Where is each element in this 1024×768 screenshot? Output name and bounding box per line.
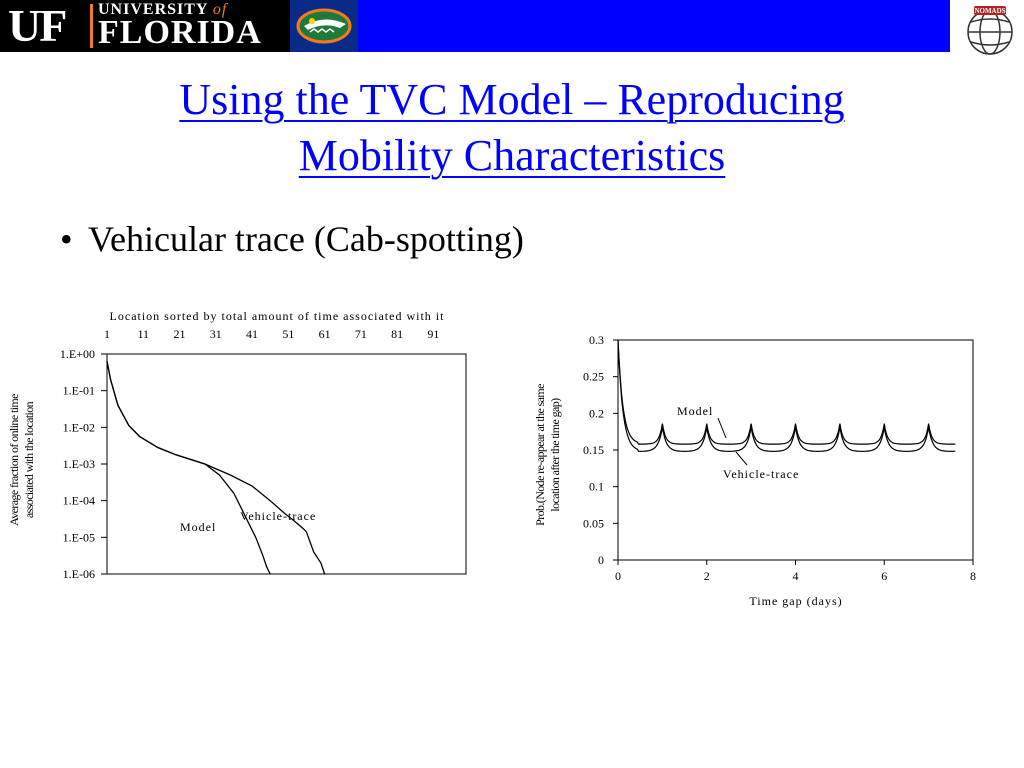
uf-monogram: UF — [8, 0, 67, 51]
location-time-chart: Location sorted by total amount of time … — [7, 309, 467, 581]
chart2-annotation-vehicle-trace: Vehicle-trace — [723, 467, 799, 481]
chart2-annotation-model: Model — [677, 404, 713, 418]
chart1-x-tick-label: 21 — [174, 327, 186, 341]
globe-icon: NOMADS — [967, 6, 1013, 55]
chart2-x-tick-label: 6 — [881, 569, 887, 583]
slide-title-line-2: Mobility Characteristics — [298, 131, 726, 180]
chart1-x-tick-label: 71 — [355, 327, 367, 341]
chart1-ylabel-line-2: associated with the location — [22, 401, 36, 518]
nomads-logo-text: NOMADS — [974, 7, 1005, 15]
gator-icon — [296, 8, 352, 44]
chart1-ylabel-line-1: Average fraction of online time — [7, 394, 21, 526]
chart2-x-tick-label: 2 — [704, 569, 710, 583]
bullet-item: • Vehicular trace (Cab-spotting) — [60, 218, 524, 260]
chart1-y-tick-label: 1.E-05 — [63, 530, 95, 544]
chart1-x-tick-label: 11 — [137, 327, 149, 341]
chart1-x-tick-label: 1 — [104, 327, 110, 341]
gator-logo — [290, 0, 358, 52]
header-banner: UF UNIVERSITY of FLORIDA NOMADS — [0, 0, 1024, 55]
chart2-series-model — [617, 339, 956, 445]
chart2-series — [617, 339, 956, 453]
chart2-x-tick-label: 8 — [970, 569, 976, 583]
chart2-y-tick-label: 0.25 — [583, 370, 604, 384]
bullet-dot-icon: • — [60, 219, 73, 259]
chart1-x-tick-label: 91 — [427, 327, 439, 341]
slide-title: Using the TVC Model – Reproducing Mobili… — [0, 72, 1024, 184]
chart1-x-tick-label: 31 — [210, 327, 222, 341]
bullet-text: Vehicular trace (Cab-spotting) — [88, 219, 524, 259]
university-logo: UF UNIVERSITY of FLORIDA — [0, 0, 290, 52]
chart2-x-tick-label: 4 — [793, 569, 799, 583]
time-gap-chart: 0 0.05 0.1 0.15 0.2 0.25 0.3 0 2 4 6 8 Time gap (d… — [533, 333, 976, 608]
logo-divider — [90, 4, 93, 48]
chart2-y-tick-label: 0 — [598, 553, 604, 567]
chart2-y-tick-label: 0.2 — [589, 406, 604, 420]
chart2-plot-area — [617, 339, 974, 561]
chart1-y-tick-label: 1.E-04 — [63, 494, 95, 508]
chart1-series — [106, 361, 326, 575]
chart2-x-tick-label: 0 — [615, 569, 621, 583]
header-blue-bar — [358, 0, 950, 52]
chart2-x-axis: 0 2 4 6 8 — [615, 560, 976, 583]
logo-florida-text: FLORIDA — [98, 14, 262, 51]
chart2-model-arrow — [717, 417, 727, 439]
chart1-series-model — [106, 361, 271, 575]
chart1-x-tick-labels: 1 11 21 31 41 51 61 71 81 91 — [104, 327, 439, 341]
chart2-ylabel: Prob.(Node re-appear at the same locatio… — [533, 384, 562, 526]
chart2-y-tick-label: 0.3 — [589, 333, 604, 347]
chart2-y-tick-label: 0.05 — [583, 516, 604, 530]
chart1-x-tick-label: 51 — [282, 327, 294, 341]
chart2-ylabel-line-1: Prob.(Node re-appear at the same — [533, 384, 547, 526]
chart2-ylabel-line-2: location after the time gap) — [548, 398, 562, 512]
chart1-y-tick-label: 1.E-06 — [63, 567, 95, 581]
slide-title-line-1: Using the TVC Model – Reproducing — [179, 75, 845, 124]
nomads-logo: NOMADS — [962, 2, 1018, 58]
chart1-x-tick-label: 61 — [319, 327, 331, 341]
chart1-x-tick-label: 81 — [391, 327, 403, 341]
chart1-annotation-model: Model — [180, 520, 216, 534]
chart1-annotation-vehicle-trace: Vehicle-trace — [240, 509, 316, 523]
chart1-y-tick-label: 1.E-02 — [63, 420, 95, 434]
chart2-vehicle-arrow — [735, 451, 748, 466]
chart2-series-vehicle-trace — [617, 339, 956, 453]
chart1-ylabel: Average fraction of online time associat… — [7, 394, 36, 526]
chart2-y-axis: 0 0.05 0.1 0.15 0.2 0.25 0.3 — [583, 333, 618, 567]
chart2-xlabel: Time gap (days) — [749, 594, 842, 608]
chart1-y-axis: 1.E+00 1.E-01 1.E-02 1.E-03 1.E-04 1.E-05 1.E-… — [60, 347, 107, 581]
chart1-y-tick-label: 1.E-03 — [63, 457, 95, 471]
chart1-x-tick-label: 41 — [246, 327, 258, 341]
chart1-plot-area — [106, 353, 467, 575]
chart2-y-tick-label: 0.1 — [589, 480, 604, 494]
chart1-y-tick-label: 1.E-01 — [63, 384, 95, 398]
chart2-y-tick-label: 0.15 — [583, 443, 604, 457]
logo-university-text: UNIVERSITY of — [98, 1, 228, 18]
chart1-top-axis-label: Location sorted by total amount of time … — [110, 309, 445, 323]
chart1-y-tick-label: 1.E+00 — [60, 347, 95, 361]
